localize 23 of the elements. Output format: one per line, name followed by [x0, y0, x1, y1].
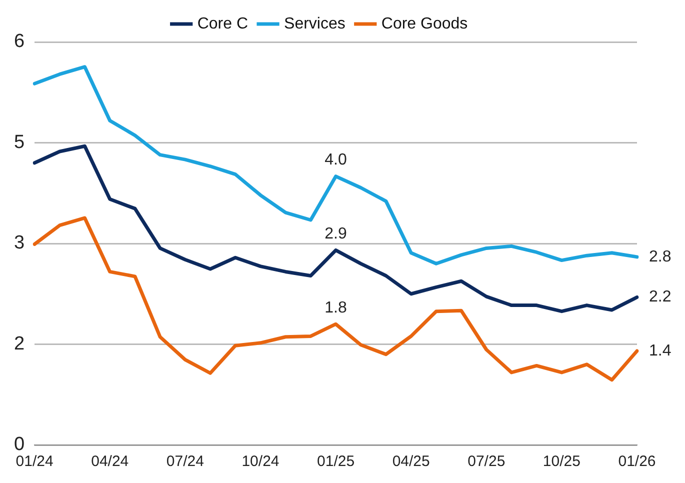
- data-label: 2.9: [324, 226, 347, 243]
- y-tick-label: 0: [14, 434, 25, 456]
- legend-label: Core C: [197, 15, 248, 32]
- x-tick-label: 07/24: [166, 453, 204, 470]
- x-tick-label: 10/25: [542, 453, 580, 470]
- x-tick-label: 04/25: [392, 453, 430, 470]
- x-tick-label: 01/26: [618, 453, 656, 470]
- data-label: 1.8: [324, 300, 347, 317]
- legend-label: Services: [284, 15, 346, 32]
- x-tick-label: 01/25: [317, 453, 355, 470]
- x-tick-label: 01/24: [16, 453, 54, 470]
- y-tick-label: 5: [14, 132, 25, 153]
- y-tick-label: 6: [14, 31, 25, 52]
- legend-label: Core Goods: [381, 15, 468, 32]
- data-label: 1.4: [649, 342, 672, 360]
- y-tick-label: 2: [14, 333, 25, 354]
- data-label: 2.2: [649, 288, 672, 306]
- x-tick-label: 07/25: [468, 453, 506, 470]
- data-label: 2.8: [649, 248, 672, 266]
- data-label: 4.0: [324, 152, 347, 169]
- x-tick-label: 10/24: [242, 453, 280, 470]
- y-tick-label: 3: [14, 232, 25, 254]
- x-tick-label: 04/24: [91, 453, 129, 470]
